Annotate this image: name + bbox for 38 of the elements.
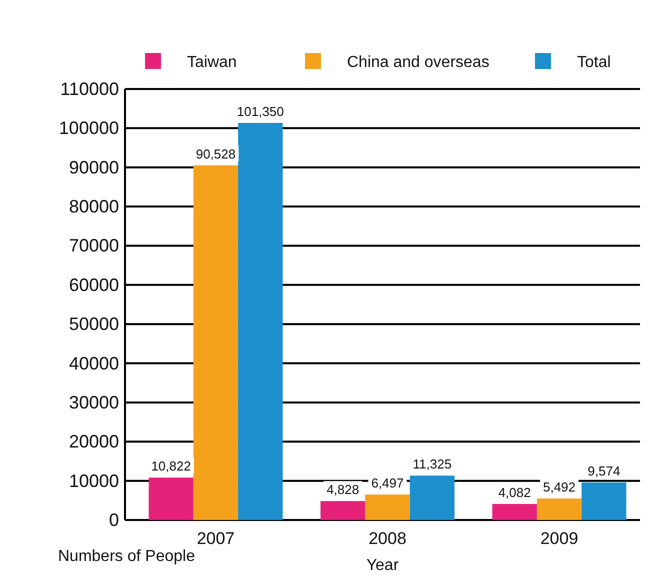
bar	[410, 476, 454, 520]
data-label: 9,574	[588, 463, 620, 478]
y-tick-label: 0	[108, 510, 119, 530]
bar	[238, 122, 283, 520]
y-tick-label: 20000	[68, 432, 119, 452]
y-tick-label: 50000	[68, 314, 119, 334]
data-label: 6,497	[371, 476, 404, 491]
data-label: 5,492	[542, 479, 576, 494]
legend-label: Total	[577, 54, 611, 71]
legend-label: China and overseas	[347, 54, 490, 71]
legend-label: Taiwan	[187, 54, 237, 71]
bar	[492, 504, 537, 520]
y-tick-label: 40000	[68, 353, 119, 374]
bar	[148, 478, 194, 520]
y-tick-label: 30000	[68, 392, 119, 412]
x-tick-label: 2007	[196, 529, 235, 548]
y-tick-label: 70000	[68, 236, 119, 256]
x-tick-label: 2009	[540, 529, 578, 548]
x-tick-label: 2008	[368, 529, 406, 548]
bar	[320, 501, 366, 520]
data-label: 90,528	[196, 146, 236, 162]
y-tick-label: 90000	[68, 157, 119, 178]
y-axis-title: Numbers of People	[58, 548, 196, 565]
bar	[365, 494, 410, 520]
y-tick-label: 110000	[60, 79, 119, 99]
data-label: 4,828	[326, 482, 360, 498]
y-tick-label: 80000	[68, 196, 119, 217]
y-tick-label: 100000	[58, 118, 119, 138]
data-label: 10,822	[151, 458, 191, 474]
data-label: 11,325	[412, 456, 452, 472]
x-axis-title: Year	[366, 557, 400, 574]
y-tick-label: 60000	[68, 274, 119, 295]
bar	[536, 498, 582, 520]
y-tick-label: 10000	[68, 470, 119, 491]
data-label: 4,082	[498, 485, 531, 500]
bar	[193, 165, 238, 520]
bar	[582, 482, 626, 520]
data-label: 101,350	[236, 104, 284, 119]
